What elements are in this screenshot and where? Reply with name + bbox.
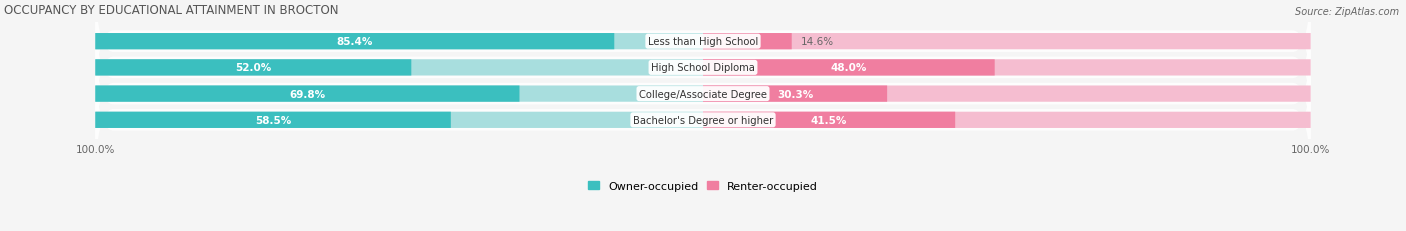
FancyBboxPatch shape <box>96 60 703 76</box>
Text: 48.0%: 48.0% <box>831 63 868 73</box>
FancyBboxPatch shape <box>703 60 1310 76</box>
FancyBboxPatch shape <box>96 112 703 128</box>
Text: 85.4%: 85.4% <box>336 37 373 47</box>
Text: High School Diploma: High School Diploma <box>651 63 755 73</box>
FancyBboxPatch shape <box>96 86 519 102</box>
FancyBboxPatch shape <box>96 60 412 76</box>
FancyBboxPatch shape <box>96 0 1310 136</box>
FancyBboxPatch shape <box>96 34 703 50</box>
Text: 30.3%: 30.3% <box>778 89 813 99</box>
FancyBboxPatch shape <box>703 86 1310 102</box>
Legend: Owner-occupied, Renter-occupied: Owner-occupied, Renter-occupied <box>583 176 823 195</box>
Text: 14.6%: 14.6% <box>801 37 834 47</box>
FancyBboxPatch shape <box>96 0 1310 109</box>
Text: OCCUPANCY BY EDUCATIONAL ATTAINMENT IN BROCTON: OCCUPANCY BY EDUCATIONAL ATTAINMENT IN B… <box>4 4 339 17</box>
FancyBboxPatch shape <box>703 86 887 102</box>
FancyBboxPatch shape <box>96 27 1310 162</box>
FancyBboxPatch shape <box>96 34 614 50</box>
Text: College/Associate Degree: College/Associate Degree <box>638 89 768 99</box>
Text: Bachelor's Degree or higher: Bachelor's Degree or higher <box>633 115 773 125</box>
FancyBboxPatch shape <box>703 112 955 128</box>
FancyBboxPatch shape <box>703 112 1310 128</box>
Text: 58.5%: 58.5% <box>254 115 291 125</box>
Text: 52.0%: 52.0% <box>235 63 271 73</box>
FancyBboxPatch shape <box>96 112 451 128</box>
Text: Source: ZipAtlas.com: Source: ZipAtlas.com <box>1295 7 1399 17</box>
Text: 41.5%: 41.5% <box>811 115 848 125</box>
FancyBboxPatch shape <box>703 34 1310 50</box>
FancyBboxPatch shape <box>96 86 703 102</box>
FancyBboxPatch shape <box>703 34 792 50</box>
FancyBboxPatch shape <box>96 53 1310 188</box>
Text: Less than High School: Less than High School <box>648 37 758 47</box>
Text: 69.8%: 69.8% <box>290 89 325 99</box>
FancyBboxPatch shape <box>703 60 994 76</box>
